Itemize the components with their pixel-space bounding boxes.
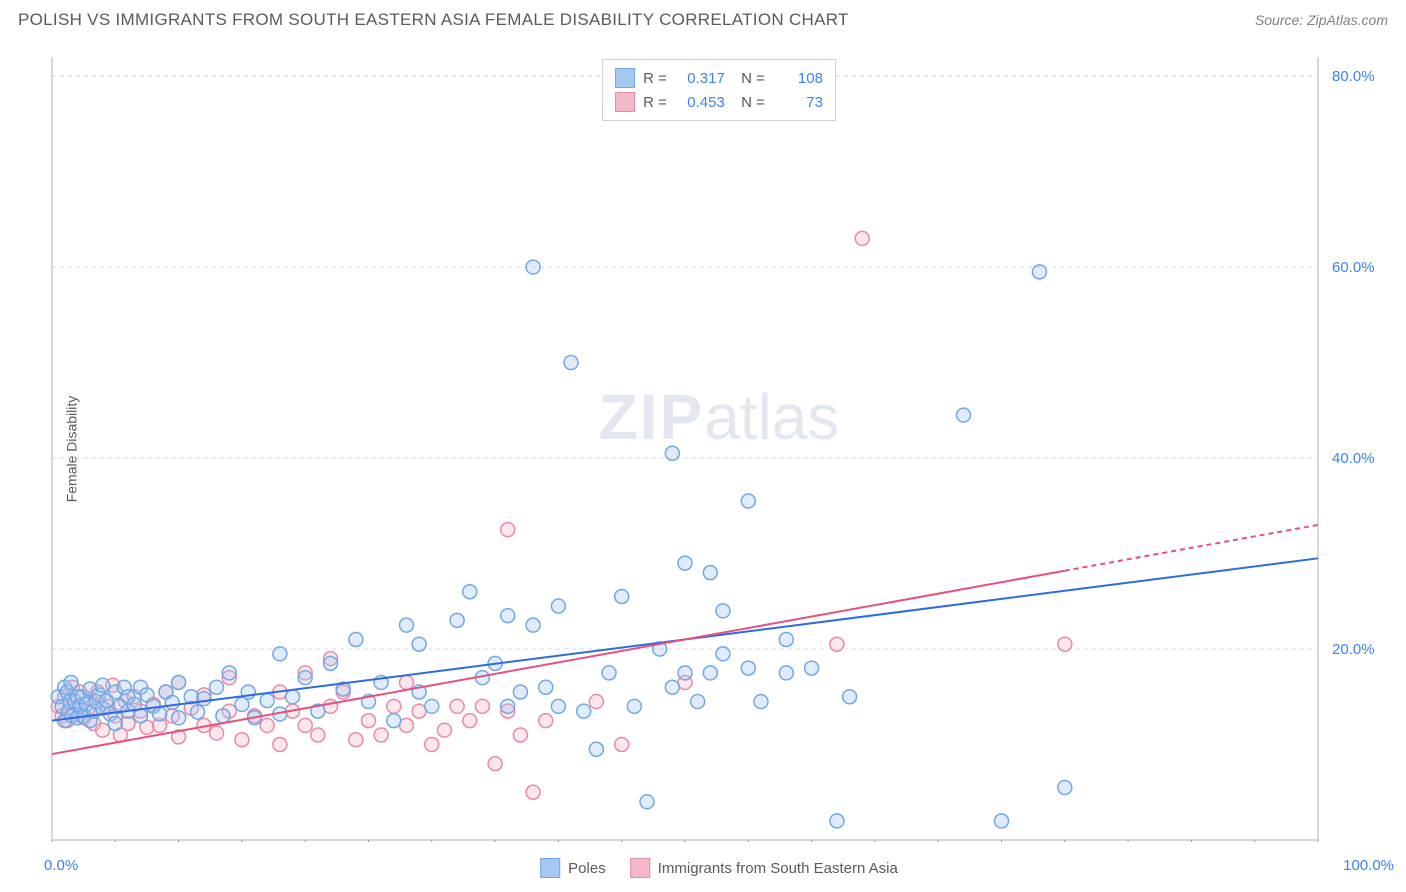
svg-text:60.0%: 60.0% xyxy=(1332,259,1375,276)
legend-swatch-1 xyxy=(615,92,635,112)
chart-container: Female Disability 20.0%40.0%60.0%80.0% Z… xyxy=(50,55,1388,842)
legend-row-series-1: R = 0.453 N = 73 xyxy=(615,90,823,114)
scatter-plot: 20.0% 40.0% 60.0% 80.0% xyxy=(50,55,1388,842)
svg-text:40.0%: 40.0% xyxy=(1332,450,1375,467)
chart-header: POLISH VS IMMIGRANTS FROM SOUTH EASTERN … xyxy=(0,0,1406,34)
legend-series: Poles Immigrants from South Eastern Asia xyxy=(540,858,898,878)
legend-correlation: R = 0.317 N = 108 R = 0.453 N = 73 xyxy=(602,59,836,121)
legend-bottom-swatch-1 xyxy=(630,858,650,878)
x-axis-min-label: 0.0% xyxy=(44,857,78,874)
legend-item-1: Immigrants from South Eastern Asia xyxy=(630,858,898,878)
legend-item-0: Poles xyxy=(540,858,606,878)
svg-text:20.0%: 20.0% xyxy=(1332,641,1375,658)
x-axis-max-label: 100.0% xyxy=(1343,857,1394,874)
svg-text:80.0%: 80.0% xyxy=(1332,68,1375,85)
legend-row-series-0: R = 0.317 N = 108 xyxy=(615,66,823,90)
chart-title: POLISH VS IMMIGRANTS FROM SOUTH EASTERN … xyxy=(18,10,849,30)
legend-swatch-0 xyxy=(615,68,635,88)
legend-bottom-swatch-0 xyxy=(540,858,560,878)
chart-source: Source: ZipAtlas.com xyxy=(1255,12,1388,28)
